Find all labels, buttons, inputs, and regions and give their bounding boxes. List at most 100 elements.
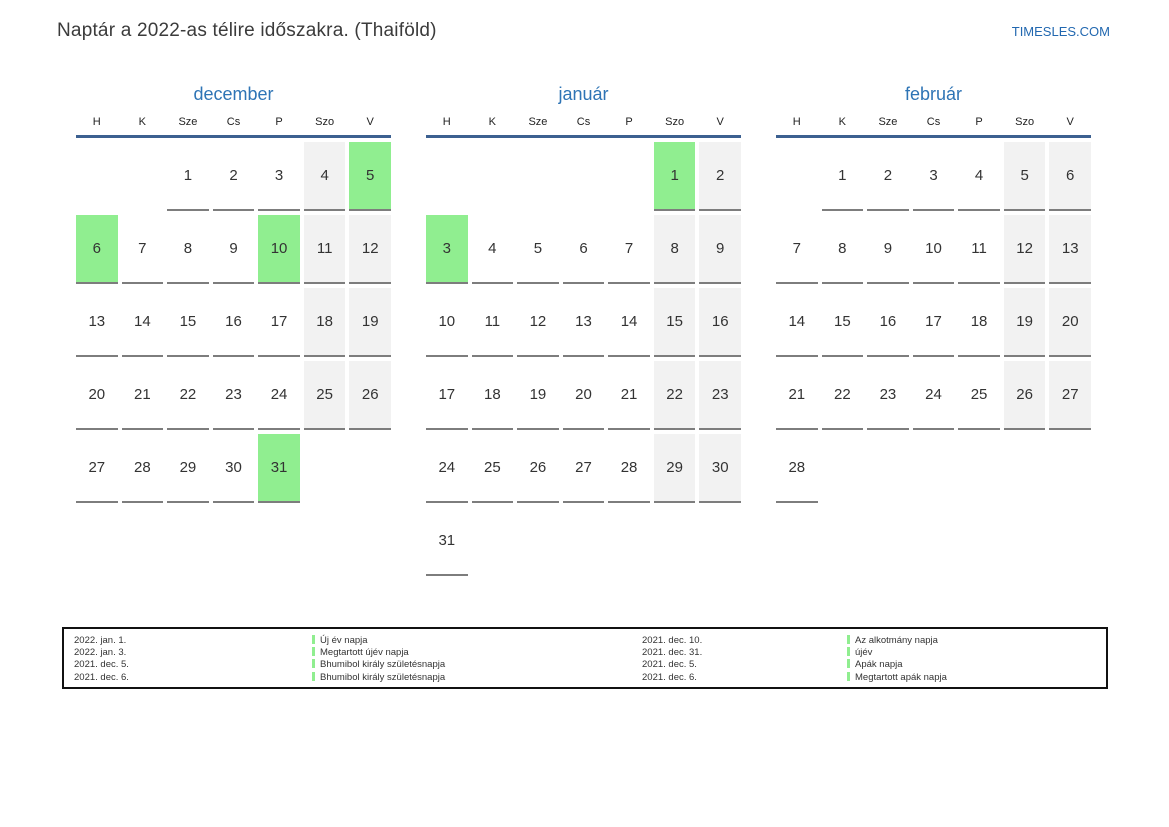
- day-of-week-header: H: [442, 116, 451, 128]
- legend-date: 2021. dec. 6.: [642, 671, 697, 683]
- day-cell: 17: [426, 361, 468, 430]
- empty-cell: [517, 507, 559, 576]
- day-cell: 22: [167, 361, 209, 430]
- legend-holiday-name: újév: [855, 647, 873, 659]
- day-cell: 19: [349, 288, 391, 357]
- day-of-week-header: Cs: [576, 116, 591, 128]
- day-of-week-header-row: H K Sze Cs P Szo V: [776, 116, 1091, 138]
- month-title: december: [193, 84, 274, 104]
- legend-holiday-name: Megtartott újév napja: [320, 647, 409, 659]
- day-cell: 4: [303, 142, 346, 211]
- legend-holidays-column-1: Új év napja Megtartott újév napja Bhumibol…: [312, 635, 445, 684]
- day-cell: 10: [258, 215, 300, 284]
- legend-holidays-column-2: Az alkotmány napja újév Apák napja Megtarto…: [847, 635, 947, 684]
- empty-cell: [76, 142, 118, 211]
- day-cell: 4: [958, 142, 1000, 211]
- week-row: 24 25 26 27 28 29 30: [426, 434, 741, 503]
- legend-entry: Új év napja: [312, 635, 445, 647]
- day-of-week-header: Sze: [878, 116, 898, 128]
- day-of-week-header: P: [275, 116, 283, 128]
- day-cell: 25: [303, 361, 346, 430]
- site-link[interactable]: TIMESLES.COM: [1011, 24, 1110, 39]
- day-cell: 1: [167, 142, 209, 211]
- day-cell: 15: [821, 288, 864, 357]
- empty-cell: [122, 142, 164, 211]
- legend-date: 2021. dec. 5.: [642, 659, 697, 671]
- legend-dates-column-1: 2022. jan. 1. 2022. jan. 3. 2021. dec. 5. 2…: [74, 635, 129, 684]
- day-of-week-header: Szo: [665, 116, 685, 128]
- legend-date: 2021. dec. 6.: [74, 671, 129, 683]
- empty-cell: [699, 507, 741, 576]
- day-cell: 16: [867, 288, 909, 357]
- day-cell: 8: [653, 215, 696, 284]
- day-of-week-header: H: [792, 116, 801, 128]
- day-cell: 17: [912, 288, 955, 357]
- day-cell: 19: [517, 361, 559, 430]
- day-cell: 1: [653, 142, 696, 211]
- day-cell: 12: [1003, 215, 1046, 284]
- week-row: 31: [426, 507, 741, 576]
- day-of-week-header-row: H K Sze Cs P Szo V: [426, 116, 741, 138]
- day-cell: 21: [608, 361, 650, 430]
- holiday-marker: [847, 671, 850, 681]
- day-cell: 15: [167, 288, 209, 357]
- month-grid: 1 2 3 4 5 6 7 8 9 10 11 12 13 14 15 16 17 18 19 20 21 22 23 24 2…: [76, 142, 391, 503]
- legend-entry: Az alkotmány napja: [847, 635, 947, 647]
- day-cell: 20: [562, 361, 605, 430]
- day-cell: 22: [653, 361, 696, 430]
- holiday-marker: [847, 635, 850, 644]
- legend-holiday-name: Bhumibol király születésnapja: [320, 671, 446, 683]
- day-cell: 15: [653, 288, 696, 357]
- day-cell: 30: [212, 434, 255, 503]
- day-cell: 27: [562, 434, 605, 503]
- day-cell: 9: [867, 215, 909, 284]
- day-of-week-header: K: [838, 116, 847, 128]
- day-cell: 23: [212, 361, 255, 430]
- empty-cell: [867, 434, 909, 503]
- day-cell: 22: [821, 361, 864, 430]
- day-of-week-header: V: [716, 116, 724, 128]
- day-cell: 24: [912, 361, 955, 430]
- day-cell: 9: [699, 215, 741, 284]
- day-cell: 16: [212, 288, 255, 357]
- day-cell: 12: [349, 215, 391, 284]
- day-cell: 7: [608, 215, 650, 284]
- day-cell: 7: [121, 215, 164, 284]
- holiday-marker: [847, 647, 850, 657]
- week-row: 14 15 16 17 18 19 20: [776, 288, 1091, 357]
- day-of-week-header: Szo: [1015, 116, 1035, 128]
- day-cell: 14: [121, 288, 164, 357]
- month-februar: február H K Sze Cs P Szo V 1 2 3 4 5 6 7 8 9 10 11 12 13 14…: [776, 83, 1091, 507]
- week-row: 27 28 29 30 31: [76, 434, 391, 503]
- day-of-week-header: Sze: [178, 116, 198, 128]
- empty-cell: [776, 142, 818, 211]
- day-cell: 12: [517, 288, 559, 357]
- day-cell: 6: [1049, 142, 1091, 211]
- legend-entry: Megtartott újév napja: [312, 647, 445, 659]
- day-cell: 26: [349, 361, 391, 430]
- day-cell: 25: [958, 361, 1000, 430]
- day-cell: 3: [258, 142, 300, 211]
- day-cell: 24: [426, 434, 468, 503]
- legend-entry: újév: [847, 647, 947, 659]
- day-cell: 5: [349, 142, 391, 211]
- empty-cell: [349, 434, 391, 503]
- week-row: 21 22 23 24 25 26 27: [776, 361, 1091, 430]
- day-cell: 14: [608, 288, 650, 357]
- day-cell: 16: [699, 288, 741, 357]
- month-title: február: [904, 84, 963, 104]
- empty-cell: [913, 434, 955, 503]
- day-of-week-header: Cs: [926, 116, 941, 128]
- day-cell: 28: [608, 434, 650, 503]
- day-cell: 8: [821, 215, 864, 284]
- day-cell: 26: [517, 434, 559, 503]
- day-cell: 27: [1049, 361, 1091, 430]
- day-cell: 10: [912, 215, 955, 284]
- day-of-week-header: V: [1066, 116, 1074, 128]
- day-of-week-header: Cs: [226, 116, 241, 128]
- empty-cell: [563, 142, 605, 211]
